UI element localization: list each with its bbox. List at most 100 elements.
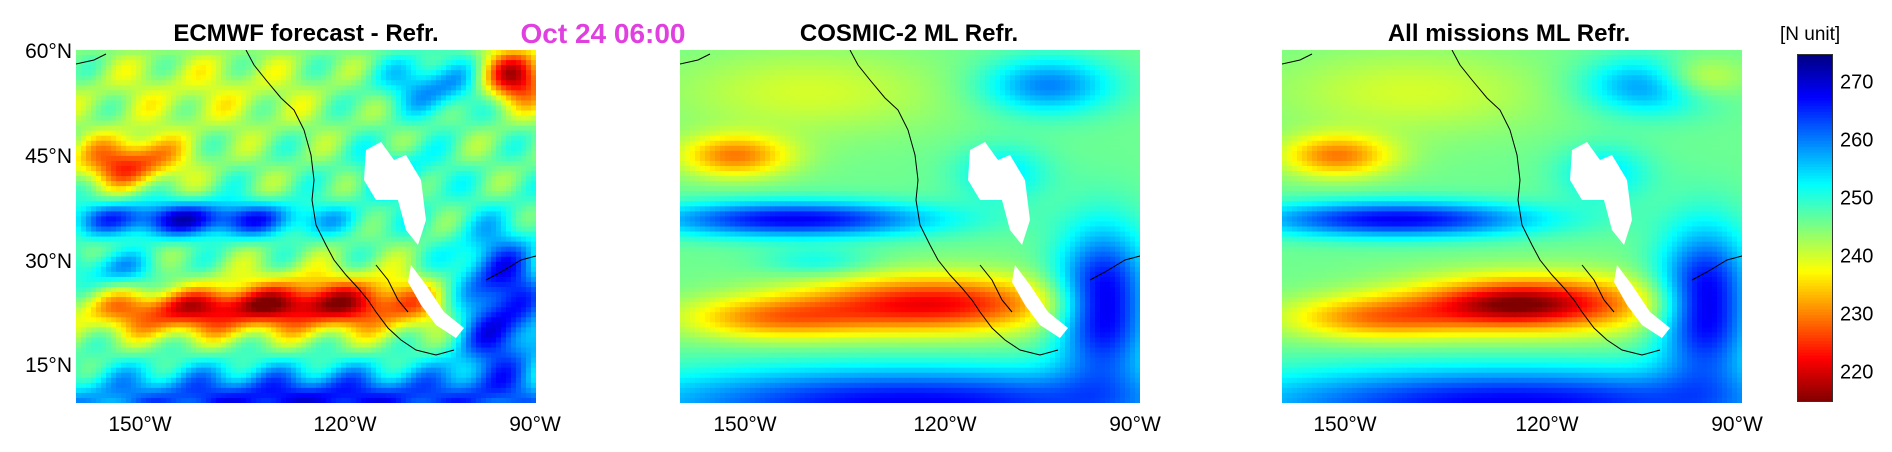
heatmap-cell (136, 150, 142, 157)
heatmap-cell (486, 130, 492, 137)
heatmap-cell (166, 241, 172, 248)
heatmap-cell (221, 125, 227, 132)
heatmap-cell (136, 317, 142, 323)
heatmap-cell (116, 206, 122, 212)
heatmap-cell (291, 55, 297, 61)
heatmap-cell (251, 312, 257, 318)
heatmap-cell (531, 90, 536, 96)
heatmap-cell (216, 145, 222, 152)
heatmap-cell (276, 145, 282, 152)
heatmap-cell (141, 201, 147, 207)
heatmap-cell (121, 266, 127, 273)
panel-title-ecmwf: ECMWF forecast - Refr. (173, 20, 439, 47)
heatmap-cell (336, 241, 342, 248)
heatmap-cell (81, 135, 87, 142)
heatmap-cell (346, 140, 352, 147)
heatmap-cell (156, 236, 162, 243)
heatmap-cell (191, 95, 197, 102)
heatmap-cell (241, 70, 247, 76)
heatmap-cell (271, 115, 277, 122)
heatmap-cell (231, 135, 237, 142)
heatmap-cell (316, 226, 322, 233)
heatmap-cell (141, 110, 147, 117)
heatmap-cell (336, 80, 342, 86)
heatmap-cell (146, 155, 152, 162)
heatmap-cell (436, 115, 442, 122)
heatmap-cell (456, 110, 462, 117)
heatmap-cell (516, 221, 522, 228)
heatmap-cell (336, 271, 342, 278)
heatmap-cell (101, 281, 107, 288)
heatmap-cell (461, 292, 467, 298)
heatmap-cell (236, 55, 242, 61)
heatmap-cell (181, 70, 187, 76)
heatmap-cell (526, 292, 532, 298)
heatmap-cell (306, 140, 312, 147)
heatmap-cell (116, 216, 122, 223)
heatmap-cell (336, 65, 342, 71)
heatmap-cell (441, 201, 447, 207)
heatmap-cell (386, 100, 392, 107)
heatmap-cell (161, 125, 167, 132)
heatmap-cell (531, 302, 536, 308)
heatmap-cell (221, 90, 227, 96)
heatmap-cell (151, 60, 157, 66)
heatmap-cell (521, 191, 527, 197)
heatmap-cell (111, 100, 117, 107)
heatmap-cell (381, 70, 387, 76)
heatmap-cell (171, 312, 177, 318)
heatmap-cell (336, 246, 342, 253)
heatmap-cell (391, 140, 397, 147)
heatmap-cell (321, 266, 327, 273)
heatmap-cell (201, 85, 207, 91)
heatmap-cell (496, 171, 502, 177)
heatmap-cell (321, 292, 327, 298)
heatmap-cell (126, 155, 132, 162)
heatmap-cell (431, 115, 437, 122)
heatmap-cell (216, 85, 222, 91)
heatmap-cell (451, 115, 457, 122)
heatmap-cell (276, 276, 282, 283)
heatmap-cell (226, 176, 232, 182)
heatmap-cell (201, 130, 207, 137)
heatmap-cell (191, 135, 197, 142)
heatmap-cell (76, 287, 82, 293)
heatmap-cell (91, 140, 97, 147)
heatmap-cell (456, 165, 462, 172)
heatmap-cell (116, 246, 122, 253)
heatmap-cell (401, 120, 407, 127)
heatmap-cell (241, 281, 247, 288)
heatmap-cell (156, 140, 162, 147)
heatmap-cell (166, 80, 172, 86)
heatmap-cell (206, 120, 212, 127)
heatmap-cell (221, 120, 227, 127)
heatmap-cell (161, 201, 167, 207)
heatmap-cell (411, 120, 417, 127)
heatmap-cell (276, 196, 282, 202)
heatmap-cell (521, 110, 527, 117)
heatmap-cell (206, 50, 212, 56)
heatmap-cell (361, 135, 367, 142)
heatmap-cell (361, 130, 367, 137)
heatmap-cell (111, 221, 117, 228)
heatmap-cell (321, 216, 327, 223)
heatmap-cell (461, 155, 467, 162)
heatmap-cell (231, 130, 237, 137)
heatmap-cell (521, 70, 527, 76)
heatmap-cell (501, 150, 507, 157)
heatmap-cell (256, 281, 262, 288)
heatmap-cell (216, 140, 222, 147)
heatmap-cell (441, 307, 447, 313)
heatmap-cell (321, 120, 327, 127)
heatmap-cell (466, 191, 472, 197)
heatmap-cell (416, 256, 422, 263)
heatmap-cell (256, 155, 262, 162)
heatmap-cell (176, 307, 182, 313)
heatmap-cell (201, 176, 207, 182)
heatmap-cell (331, 85, 337, 91)
heatmap-cell (86, 90, 92, 96)
heatmap-cell (146, 236, 152, 243)
heatmap-cell (501, 160, 507, 167)
heatmap-cell (506, 55, 512, 61)
heatmap-cell (356, 186, 362, 192)
